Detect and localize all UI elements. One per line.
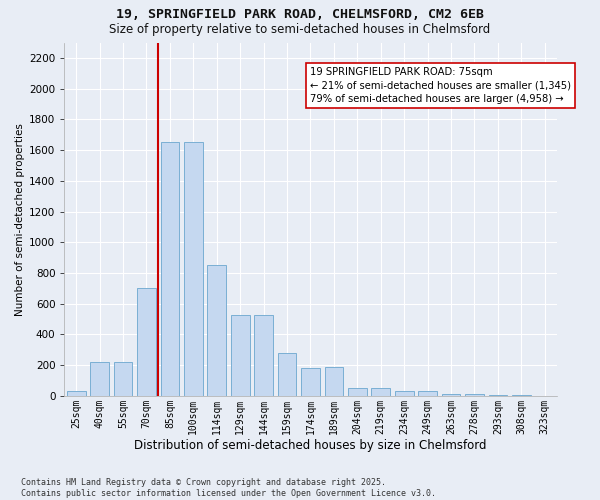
Text: Size of property relative to semi-detached houses in Chelmsford: Size of property relative to semi-detach… [109,22,491,36]
Bar [488,394,507,396]
Bar [67,392,86,396]
Text: 19, SPRINGFIELD PARK ROAD, CHELMSFORD, CM2 6EB: 19, SPRINGFIELD PARK ROAD, CHELMSFORD, C… [116,8,484,20]
Bar [465,394,484,396]
Bar [231,315,250,396]
Bar [395,392,413,396]
X-axis label: Distribution of semi-detached houses by size in Chelmsford: Distribution of semi-detached houses by … [134,440,487,452]
Y-axis label: Number of semi-detached properties: Number of semi-detached properties [15,123,25,316]
Bar [442,394,460,396]
Bar [90,362,109,396]
Bar [371,388,390,396]
Bar [325,368,343,396]
Bar [254,315,273,396]
Bar [348,388,367,396]
Bar [278,353,296,396]
Bar [184,142,203,396]
Bar [418,392,437,396]
Bar [137,288,156,396]
Bar [208,266,226,396]
Bar [301,368,320,396]
Text: 19 SPRINGFIELD PARK ROAD: 75sqm
← 21% of semi-detached houses are smaller (1,345: 19 SPRINGFIELD PARK ROAD: 75sqm ← 21% of… [310,67,571,104]
Text: Contains HM Land Registry data © Crown copyright and database right 2025.
Contai: Contains HM Land Registry data © Crown c… [21,478,436,498]
Bar [161,142,179,396]
Bar [113,362,133,396]
